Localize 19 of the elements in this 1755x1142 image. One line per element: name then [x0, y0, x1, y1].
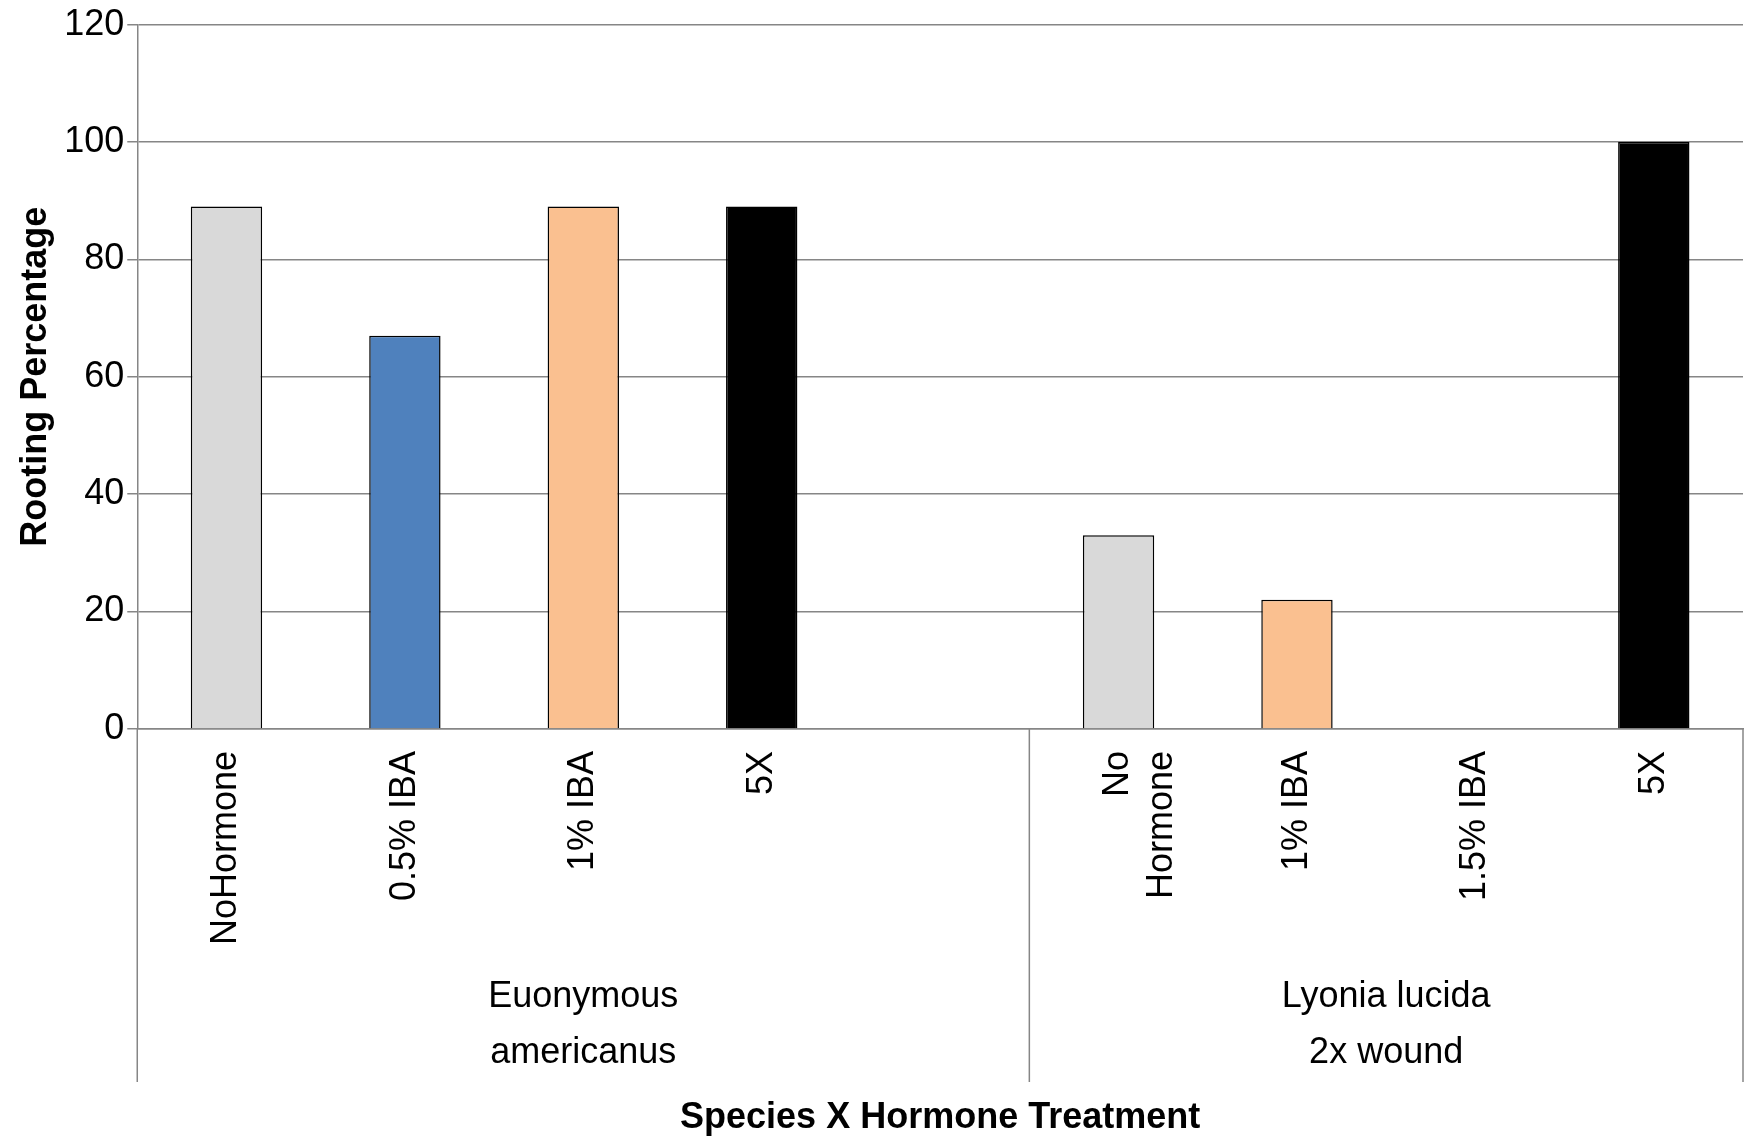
x-tick-label: NoHormone — [203, 750, 245, 946]
y-axis-title: Rooting Percentage — [12, 206, 54, 547]
x-tick-label: 5X — [738, 750, 780, 795]
x-tick-label: 1% IBA — [1273, 750, 1315, 871]
y-tick-label: 20 — [84, 588, 125, 630]
y-tick-label: 60 — [84, 353, 125, 395]
text: Lyonia lucida 2x wound — [1281, 973, 1492, 1071]
x-tick-label: 0.5% IBA — [381, 750, 423, 902]
y-tick-label: 40 — [84, 471, 125, 513]
x-tick-label: No Hormone — [1095, 750, 1180, 899]
x-axis-title: Species X Hormone Treatment — [680, 1094, 1201, 1136]
text: Euonymous americanus — [488, 973, 679, 1071]
x-tick-label: 5X — [1630, 750, 1672, 795]
y-tick-label: 120 — [64, 1, 125, 43]
x-tick-label: 1.5% IBA — [1452, 750, 1494, 902]
y-tick-label: 80 — [84, 236, 125, 278]
y-tick-label: 100 — [64, 118, 125, 160]
x-tick-label: 1% IBA — [560, 750, 602, 871]
y-tick-label: 0 — [104, 705, 125, 747]
